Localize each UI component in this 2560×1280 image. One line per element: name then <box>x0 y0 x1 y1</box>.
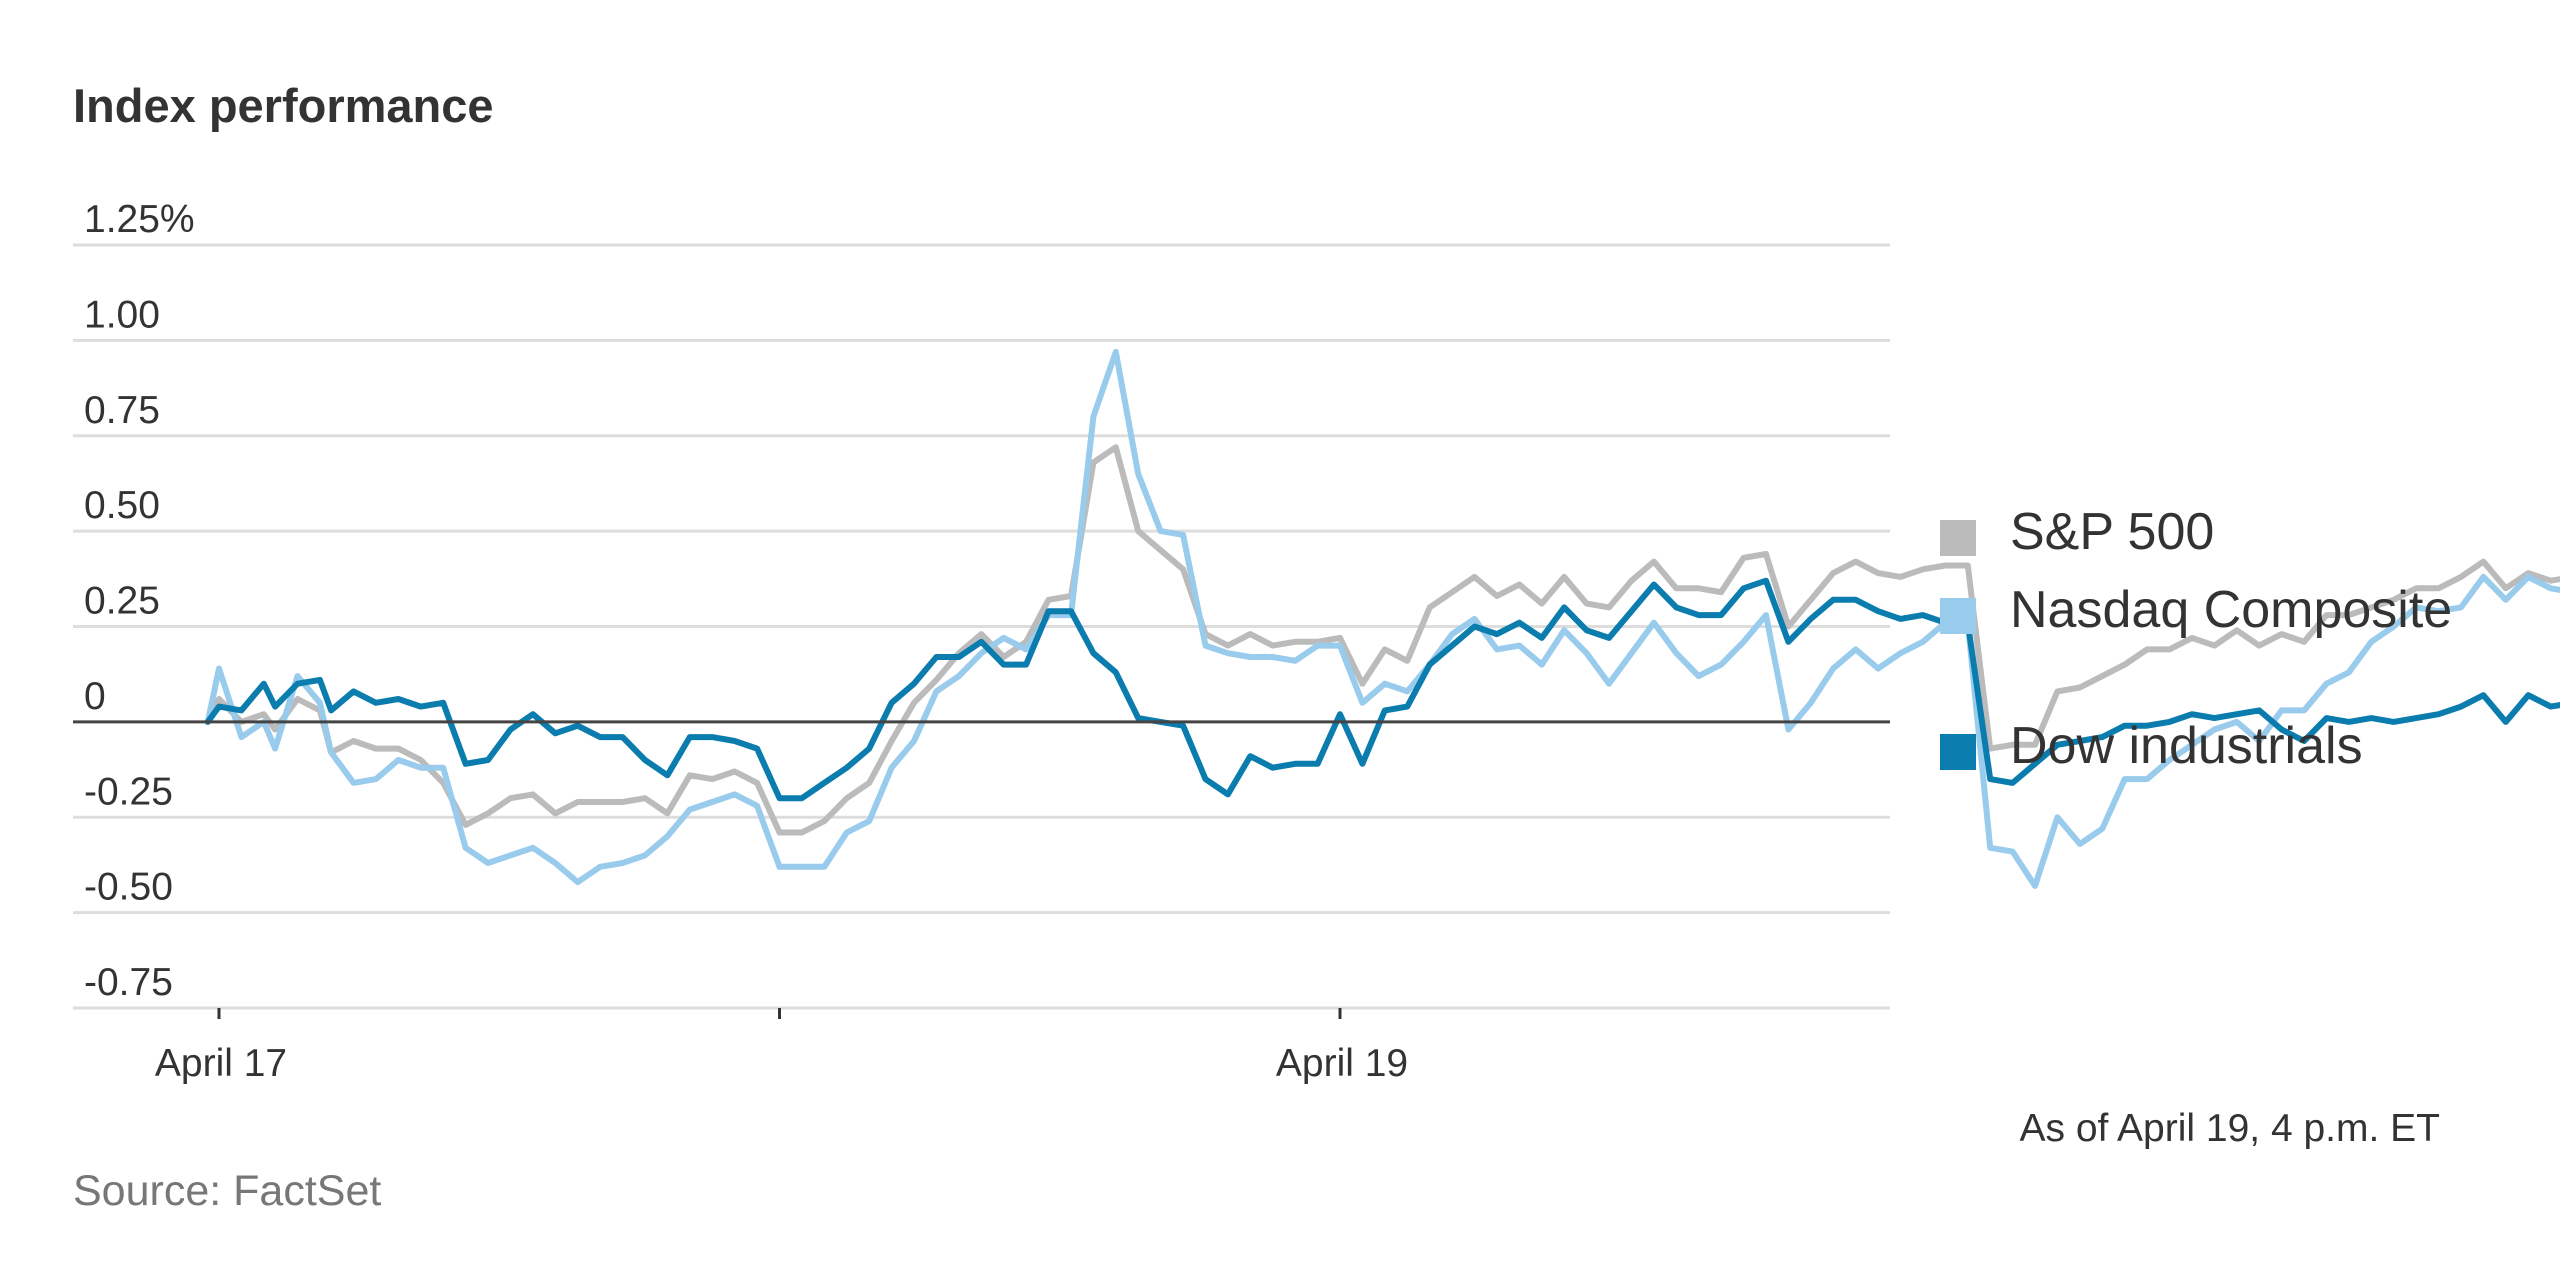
legend-label-nasdaq: Nasdaq Composite <box>2010 581 2453 639</box>
y-tick-label: 1.25% <box>84 198 195 241</box>
series-line-sp500 <box>204 444 2560 836</box>
chart-title: Index performance <box>73 79 494 132</box>
series-line-nasdaq <box>204 348 2560 889</box>
series-line-dow <box>204 577 2560 802</box>
legend-swatch-dow <box>1940 734 1976 770</box>
legend-label-dow: Dow industrials <box>2010 717 2363 775</box>
y-tick-label: -0.75 <box>84 961 173 1004</box>
y-tick-label: 0.25 <box>84 580 160 623</box>
legend-swatch-nasdaq <box>1940 598 1976 634</box>
timestamp-note: As of April 19, 4 p.m. ET <box>2019 1107 2440 1150</box>
series-lines <box>73 348 2560 889</box>
x-tick-label: April 17 <box>155 1042 287 1085</box>
x-tick-label: April 19 <box>1276 1042 1408 1085</box>
gridlines <box>73 243 1890 1010</box>
legend-swatch-sp500 <box>1940 520 1976 556</box>
y-tick-label: 0 <box>84 675 106 718</box>
legend-label-sp500: S&P 500 <box>2010 503 2215 561</box>
y-axis-labels: 1.25% 1.00 0.75 0.50 0.25 0 -0.25 -0.50 -0.75 <box>84 198 195 1004</box>
y-tick-label: 0.75 <box>84 389 160 432</box>
y-tick-label: -0.50 <box>84 866 173 909</box>
y-tick-label: 0.50 <box>84 484 160 527</box>
source-note: Source: FactSet <box>73 1167 382 1215</box>
y-tick-label: -0.25 <box>84 770 173 813</box>
y-tick-label: 1.00 <box>84 293 160 336</box>
x-axis: April 17 April 19 <box>155 1008 1408 1085</box>
